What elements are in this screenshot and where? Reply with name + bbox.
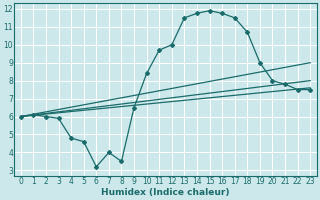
X-axis label: Humidex (Indice chaleur): Humidex (Indice chaleur) bbox=[101, 188, 230, 197]
